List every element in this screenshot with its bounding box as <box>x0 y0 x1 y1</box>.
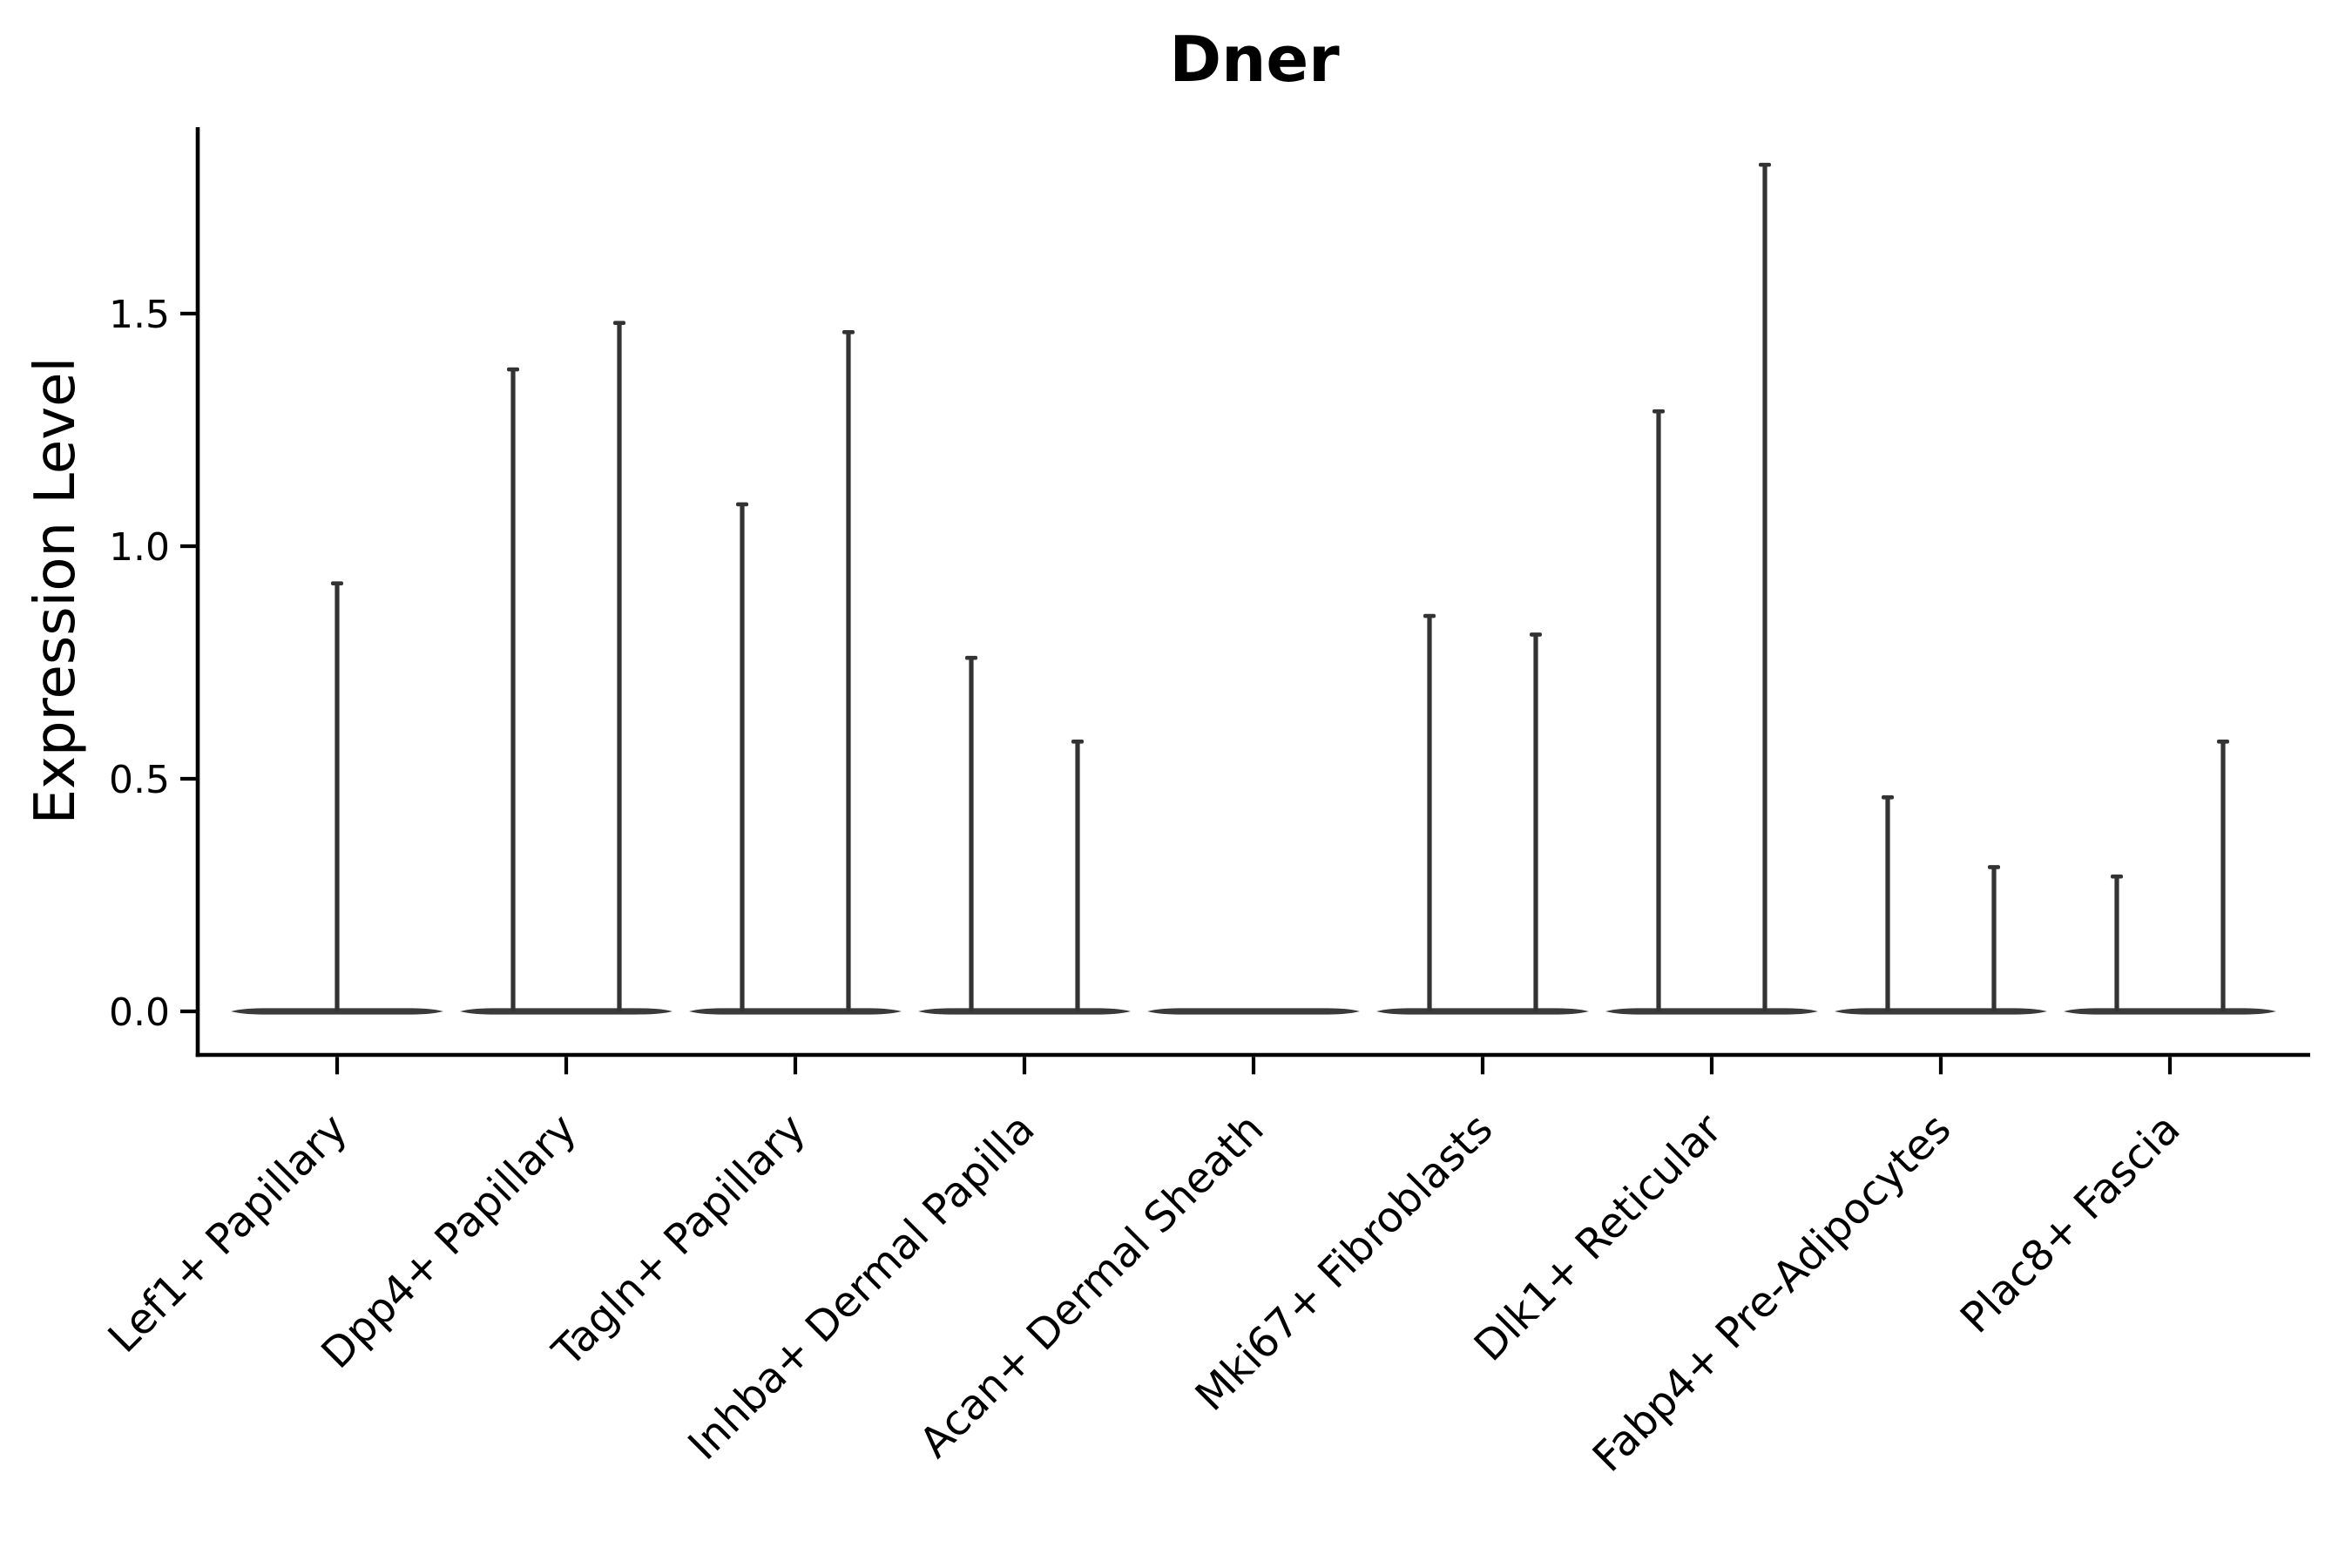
violin-baseline <box>689 1008 902 1015</box>
violin-spike-max-cap <box>2111 874 2123 879</box>
violin-spike <box>740 504 745 1011</box>
violin-spike-max-cap <box>842 330 855 335</box>
x-tick-label: Plac8+ Fascia <box>1951 1105 2190 1343</box>
violin-spike <box>1075 741 1080 1011</box>
violin-spike-max-cap <box>613 321 625 325</box>
violin-spike-max-cap <box>1652 409 1665 414</box>
violin-spike-max-cap <box>1071 739 1084 744</box>
x-tick-label: Tagln+ Papillary <box>543 1105 814 1376</box>
violin-spike-max-cap <box>331 581 343 586</box>
y-tick-label: 1.0 <box>109 525 170 570</box>
violin-baseline <box>460 1008 672 1015</box>
violin-baseline <box>918 1008 1131 1015</box>
violin-baseline <box>1376 1008 1589 1015</box>
violin-spike-max-cap <box>1530 632 1542 637</box>
x-tick-label: Dlk1+ Reticular <box>1465 1105 1732 1371</box>
violin-spike-max-cap <box>1988 865 2000 869</box>
violin-spike <box>2220 741 2226 1011</box>
violin-baseline <box>1605 1008 1818 1015</box>
violin-spike-max-cap <box>2217 739 2229 744</box>
violin-spike <box>1656 411 1661 1011</box>
violin-baseline <box>2064 1008 2276 1015</box>
violin-spike <box>335 583 340 1011</box>
violin-spike <box>2114 876 2119 1011</box>
violin-spike <box>969 658 974 1011</box>
violin-spike <box>1991 867 1997 1011</box>
violin-spike <box>617 322 622 1011</box>
y-tick-label: 0.0 <box>109 990 170 1035</box>
y-tick-label: 1.5 <box>109 293 170 337</box>
violin-spike-max-cap <box>965 655 977 660</box>
chart-title: Dner <box>1169 23 1340 96</box>
violin-spike-max-cap <box>736 502 748 507</box>
violin-spike <box>510 369 516 1012</box>
violin-spike-max-cap <box>1423 613 1436 618</box>
violin-spike <box>1427 616 1432 1011</box>
violin-spike <box>846 332 851 1011</box>
violin-spike <box>1885 797 1890 1011</box>
violin-spike <box>1533 634 1538 1011</box>
x-tick-label: Dpp4+ Papillary <box>312 1105 585 1378</box>
y-tick-label: 0.5 <box>109 758 170 802</box>
violin-baseline <box>1835 1008 2047 1015</box>
violin-spike-max-cap <box>1759 162 1771 167</box>
violin-spike <box>1762 165 1767 1011</box>
violin-spike-max-cap <box>507 367 519 372</box>
violin-baseline <box>1147 1008 1360 1015</box>
violin-spike-max-cap <box>1882 795 1894 800</box>
x-tick-label: Lef1+ Papillary <box>99 1105 357 1362</box>
